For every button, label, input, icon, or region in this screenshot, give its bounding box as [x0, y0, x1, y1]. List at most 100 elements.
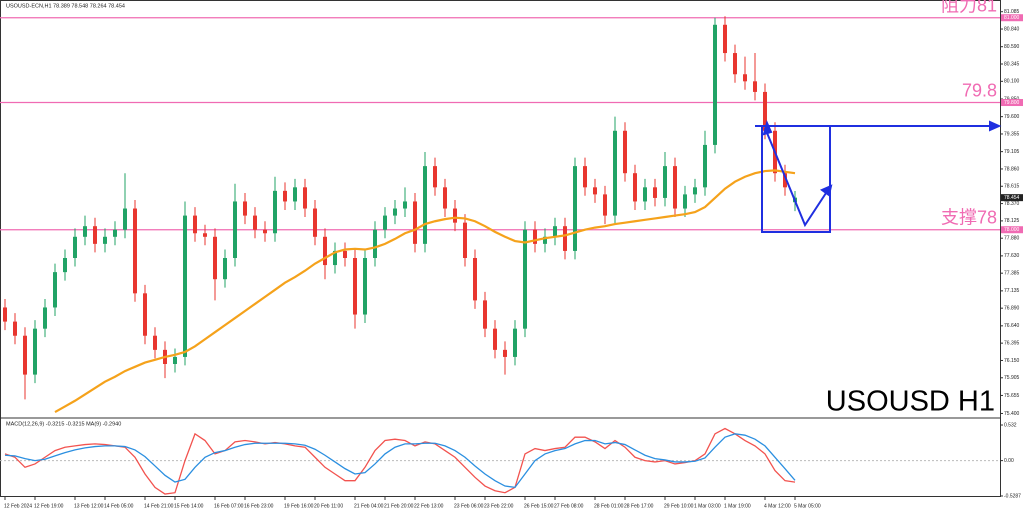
projection	[755, 120, 1002, 233]
candle-body	[393, 208, 397, 216]
candle-body	[643, 187, 647, 202]
level-label: 79.8	[962, 80, 997, 100]
candle-body	[93, 226, 97, 244]
candle-body	[243, 201, 247, 216]
candle-body	[703, 144, 707, 188]
y-tick-label: 76.640	[1004, 323, 1020, 329]
x-tick-label: 28 Feb 17:00	[624, 503, 654, 509]
macd-line	[4, 427, 796, 495]
x-tick-label: 14 Feb 05:00	[104, 503, 134, 509]
candle-body	[353, 257, 357, 315]
candle-body	[723, 24, 727, 54]
candle-body	[283, 190, 287, 202]
candle-body	[13, 321, 17, 336]
candle-body	[663, 166, 667, 198]
candle-body	[233, 201, 237, 258]
y-tick-label: 77.385	[1004, 271, 1020, 277]
x-tick-label: 16 Feb 07:00	[214, 503, 244, 509]
level-axis-label: 79.800	[1004, 100, 1020, 106]
candle-body	[123, 208, 127, 230]
candle-body	[153, 335, 157, 350]
candle-body	[523, 229, 527, 329]
y-tick-label: 77.880	[1004, 236, 1020, 242]
level-axis-label: 81.000	[1004, 15, 1020, 21]
candle-body	[193, 215, 197, 234]
y-tick-label: 78.615	[1004, 184, 1020, 190]
candle-body	[183, 215, 187, 357]
x-tick-label: 27 Feb 08:00	[554, 503, 584, 509]
y-tick-label: 0.532	[1004, 422, 1017, 428]
frame	[0, 0, 1001, 497]
candle-body	[653, 187, 657, 198]
candle-body	[553, 226, 557, 237]
candle-body	[743, 74, 747, 82]
level-axis-box	[1001, 99, 1023, 107]
y-tick-label: 79.105	[1004, 149, 1020, 155]
y-tick-label: 78.125	[1004, 218, 1020, 224]
y-tick-label: 78.860	[1004, 166, 1020, 172]
candle-body	[373, 229, 377, 258]
candle-body	[413, 201, 417, 244]
macd-label: MACD(12,26,9) -0.3215 -0.3215 MA(9) -0.2…	[6, 421, 121, 427]
level-label: 阻力81	[941, 0, 997, 15]
candle-body	[683, 194, 687, 209]
candle-body	[83, 226, 87, 237]
level-axis-box	[1001, 226, 1023, 234]
y-tick-label: 75.905	[1004, 375, 1020, 381]
last-price-label: 78.454	[1004, 195, 1020, 201]
candle-body	[613, 130, 617, 216]
candle-body	[363, 257, 367, 315]
candle-body	[273, 190, 277, 234]
candle-body	[763, 91, 767, 131]
candle-body	[313, 208, 317, 237]
candle-body	[143, 293, 147, 336]
candle-body	[513, 328, 517, 357]
candle-body	[293, 187, 297, 202]
x-tick-label: 14 Feb 21:00	[144, 503, 174, 509]
x-tick-label: 20 Feb 11:00	[314, 503, 343, 509]
candle-body	[623, 130, 627, 174]
candle-body	[203, 233, 207, 237]
candle-body	[583, 166, 587, 188]
candle-body	[503, 349, 507, 357]
y-tick-label: 80.345	[1004, 61, 1020, 67]
candle-body	[453, 208, 457, 223]
candle-body	[43, 307, 47, 329]
candle-body	[133, 208, 137, 294]
candle-body	[253, 215, 257, 230]
candle-body	[53, 272, 57, 308]
arrow-head	[819, 184, 833, 197]
candle-body	[783, 173, 787, 188]
candle-body	[593, 187, 597, 195]
y-tick-label: 80.100	[1004, 79, 1020, 85]
candle-body	[333, 250, 337, 266]
candle-body	[443, 187, 447, 209]
candle-body	[693, 187, 697, 195]
candle-body	[263, 229, 267, 234]
candle-body	[343, 250, 347, 258]
y-tick-label: 78.370	[1004, 201, 1020, 207]
candle-body	[3, 307, 7, 322]
x-tick-label: 21 Feb 20:00	[384, 503, 414, 509]
x-tick-label: 19 Feb 16:00	[284, 503, 314, 509]
x-tick-label: 29 Feb 10:00	[664, 503, 694, 509]
candle-body	[673, 166, 677, 209]
x-tick-label: 12 Feb 19:00	[34, 503, 64, 509]
y-tick-label: 80.590	[1004, 44, 1020, 50]
candle-body	[493, 328, 497, 350]
y-tick-label: 75.400	[1004, 411, 1020, 417]
candle-body	[73, 236, 77, 258]
last-price-box	[1001, 194, 1023, 202]
arrow-head	[762, 120, 773, 136]
y-tick-label: 76.150	[1004, 358, 1020, 364]
y-tick-label: -0.5287	[1004, 493, 1021, 499]
candle-body	[103, 236, 107, 244]
candle-body	[473, 257, 477, 301]
candle-body	[533, 229, 537, 244]
candle-body	[543, 236, 547, 244]
candle-body	[713, 24, 717, 145]
x-tick-label: 28 Feb 01:00	[594, 503, 624, 509]
candle-body	[323, 236, 327, 266]
y-tick-label: 77.135	[1004, 288, 1020, 294]
